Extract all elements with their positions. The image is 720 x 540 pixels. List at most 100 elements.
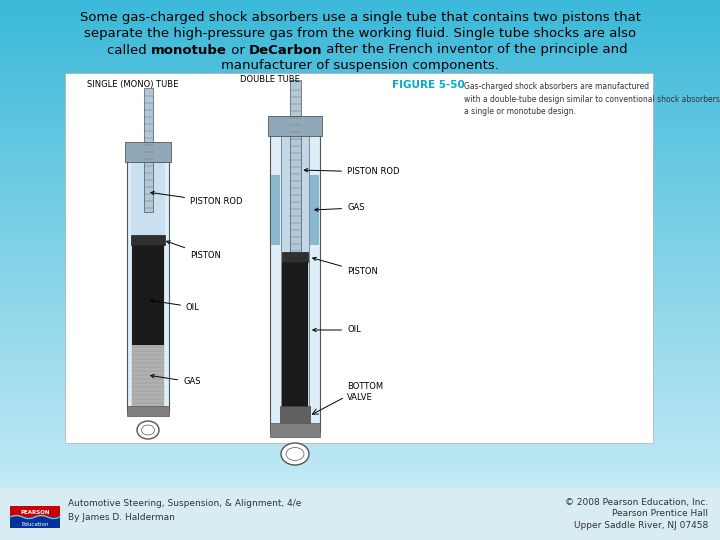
Text: or: or: [227, 44, 249, 57]
Bar: [0, 195, 720, 196]
Bar: [0, 474, 720, 475]
Bar: [0, 95, 720, 96]
Bar: [0, 210, 720, 211]
Bar: [0, 218, 720, 219]
Bar: [0, 274, 720, 275]
Bar: [0, 203, 720, 204]
Bar: [0, 250, 720, 251]
Bar: [0, 377, 720, 378]
Bar: [0, 147, 720, 148]
Bar: [0, 54, 720, 55]
Bar: [0, 308, 720, 309]
Text: OIL: OIL: [313, 326, 361, 334]
Bar: [0, 3, 720, 4]
Bar: [0, 489, 720, 490]
Bar: [0, 117, 720, 118]
Bar: [0, 140, 720, 141]
Bar: [0, 523, 720, 524]
Bar: [0, 70, 720, 71]
Text: separate the high-pressure gas from the working fluid. Single tube shocks are al: separate the high-pressure gas from the …: [84, 28, 636, 40]
Bar: [0, 252, 720, 253]
Bar: [270, 423, 320, 437]
Bar: [0, 528, 720, 529]
Bar: [0, 494, 720, 495]
Bar: [0, 110, 720, 111]
Bar: [143, 88, 153, 212]
Bar: [0, 407, 720, 408]
Bar: [0, 347, 720, 348]
Bar: [0, 233, 720, 234]
Bar: [0, 193, 720, 194]
Bar: [0, 190, 720, 191]
Bar: [0, 369, 720, 370]
Text: PEARSON: PEARSON: [20, 510, 50, 515]
Bar: [0, 501, 720, 502]
Bar: [0, 464, 720, 465]
Bar: [0, 137, 720, 138]
Bar: [0, 136, 720, 137]
Bar: [0, 294, 720, 295]
Bar: [0, 194, 720, 195]
Bar: [0, 529, 720, 530]
Bar: [0, 313, 720, 314]
Bar: [0, 88, 720, 89]
Bar: [0, 116, 720, 117]
Bar: [0, 153, 720, 154]
Bar: [0, 214, 720, 215]
Bar: [0, 483, 720, 484]
Bar: [0, 342, 720, 343]
Bar: [0, 503, 720, 504]
Bar: [0, 225, 720, 226]
Bar: [0, 209, 720, 210]
Bar: [0, 182, 720, 183]
Bar: [0, 358, 720, 359]
Text: monotube: monotube: [151, 44, 227, 57]
Text: PISTON: PISTON: [312, 258, 378, 276]
Bar: [0, 109, 720, 110]
Bar: [0, 418, 720, 419]
Bar: [0, 45, 720, 46]
Bar: [0, 275, 720, 276]
Bar: [0, 187, 720, 188]
Bar: [0, 519, 720, 520]
Bar: [0, 316, 720, 317]
Bar: [0, 409, 720, 410]
Bar: [0, 269, 720, 270]
Bar: [0, 476, 720, 477]
Bar: [0, 524, 720, 525]
Bar: [0, 288, 720, 289]
Bar: [0, 61, 720, 62]
Bar: [0, 71, 720, 72]
Bar: [0, 251, 720, 252]
Bar: [0, 481, 720, 482]
Bar: [0, 320, 720, 321]
Bar: [0, 463, 720, 464]
Bar: [0, 221, 720, 222]
Bar: [0, 298, 720, 299]
Bar: [0, 311, 720, 312]
Bar: [0, 332, 720, 333]
Text: called: called: [107, 44, 151, 57]
Bar: [0, 43, 720, 44]
Bar: [0, 178, 720, 179]
Bar: [0, 105, 720, 106]
Bar: [0, 321, 720, 322]
Bar: [0, 87, 720, 88]
Bar: [0, 513, 720, 514]
Bar: [0, 268, 720, 269]
Bar: [0, 126, 720, 127]
Bar: [0, 219, 720, 220]
Bar: [0, 309, 720, 310]
Bar: [0, 438, 720, 439]
Bar: [0, 502, 720, 503]
Bar: [0, 224, 720, 225]
Bar: [0, 108, 720, 109]
Bar: [0, 260, 720, 261]
Text: Upper Saddle River, NJ 07458: Upper Saddle River, NJ 07458: [574, 522, 708, 530]
Bar: [0, 230, 720, 231]
Bar: [0, 488, 720, 540]
Bar: [0, 91, 720, 92]
Bar: [0, 26, 720, 27]
Bar: [0, 379, 720, 380]
Bar: [0, 305, 720, 306]
